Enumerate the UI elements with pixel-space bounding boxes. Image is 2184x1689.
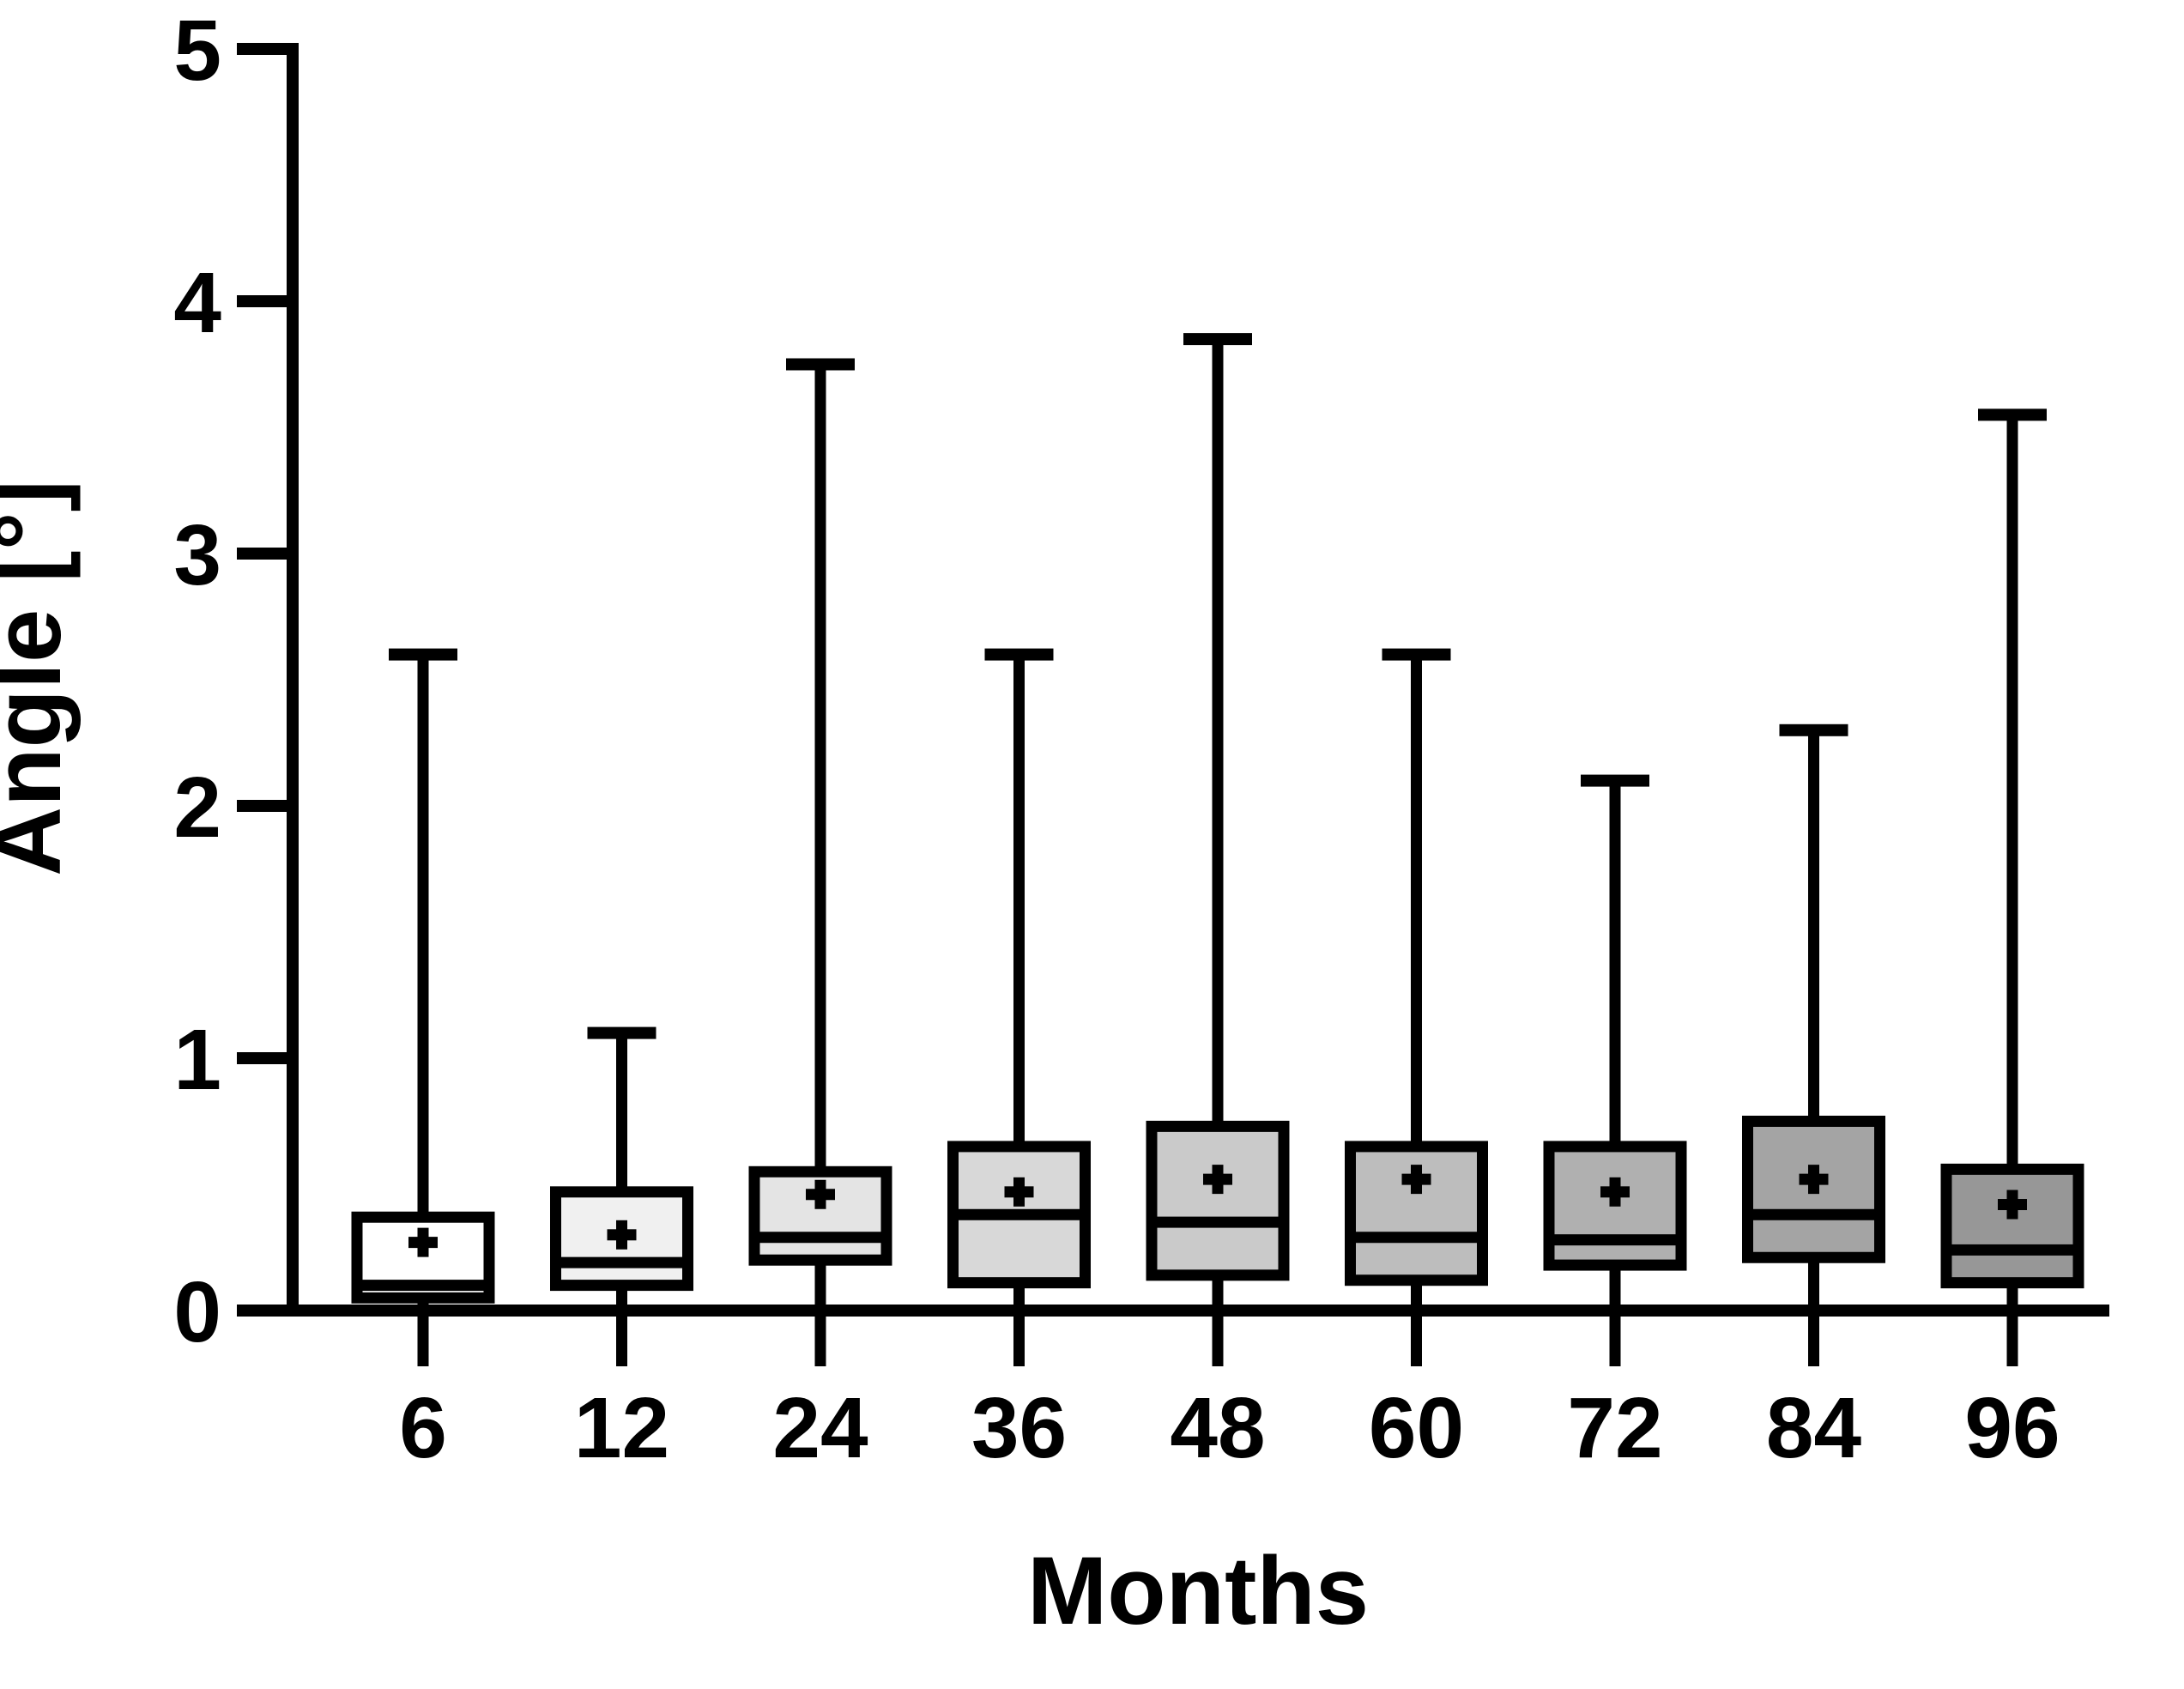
upper-whisker bbox=[1609, 780, 1621, 1147]
upper-whisker bbox=[814, 364, 826, 1172]
x-tick bbox=[1411, 1317, 1422, 1366]
upper-whisker-cap bbox=[1183, 333, 1252, 346]
y-tick bbox=[237, 800, 287, 812]
x-tick-label: 84 bbox=[1766, 1380, 1862, 1476]
lower-whisker bbox=[1609, 1265, 1621, 1311]
upper-whisker-cap bbox=[389, 648, 457, 661]
mean-plus-marker bbox=[616, 1220, 627, 1250]
mean-plus-marker bbox=[1411, 1165, 1422, 1195]
upper-whisker-cap bbox=[786, 358, 855, 371]
x-tick-label: 24 bbox=[772, 1380, 868, 1476]
median-line bbox=[1549, 1234, 1681, 1246]
median-line bbox=[1747, 1208, 1880, 1220]
y-tick bbox=[237, 295, 287, 307]
x-tick-label: 36 bbox=[971, 1380, 1067, 1476]
upper-whisker bbox=[1411, 654, 1422, 1147]
x-tick-label: 48 bbox=[1170, 1380, 1265, 1476]
median-line bbox=[1152, 1216, 1284, 1228]
upper-whisker-cap bbox=[1581, 774, 1649, 787]
lower-whisker bbox=[814, 1260, 826, 1311]
mean-plus-marker bbox=[1013, 1177, 1025, 1207]
y-tick bbox=[237, 548, 287, 560]
mean-plus-marker bbox=[417, 1227, 429, 1257]
upper-whisker-cap bbox=[1978, 409, 2047, 421]
lower-whisker bbox=[2006, 1282, 2018, 1311]
median-line bbox=[1350, 1232, 1483, 1244]
box-group-72: 72 bbox=[1543, 774, 1687, 1476]
x-tick bbox=[1013, 1317, 1025, 1366]
x-tick bbox=[814, 1317, 826, 1366]
upper-whisker-cap bbox=[1382, 648, 1451, 661]
upper-whisker-cap bbox=[587, 1026, 656, 1039]
y-tick-label: 5 bbox=[173, 3, 221, 99]
upper-whisker bbox=[1212, 339, 1224, 1127]
y-tick-label: 1 bbox=[173, 1012, 221, 1108]
x-tick bbox=[1212, 1317, 1224, 1366]
lower-whisker bbox=[1212, 1274, 1224, 1311]
median-line bbox=[357, 1280, 489, 1292]
y-axis-title: Angle [°] bbox=[0, 480, 81, 876]
y-tick-label: 2 bbox=[173, 760, 221, 856]
x-tick bbox=[417, 1317, 429, 1366]
x-tick bbox=[616, 1317, 627, 1366]
upper-whisker bbox=[2006, 415, 2018, 1170]
y-tick-label: 4 bbox=[173, 255, 221, 351]
median-line bbox=[754, 1232, 886, 1244]
y-tick-label: 3 bbox=[173, 507, 221, 603]
iqr-box bbox=[1146, 1120, 1290, 1281]
x-tick-label: 12 bbox=[574, 1380, 669, 1476]
median-line bbox=[555, 1256, 688, 1268]
x-tick bbox=[1808, 1317, 1819, 1366]
y-tick bbox=[237, 43, 287, 55]
upper-whisker bbox=[1808, 729, 1819, 1122]
y-tick bbox=[237, 1052, 287, 1064]
box-group-6: 6 bbox=[351, 648, 495, 1476]
x-axis-title: Months bbox=[1027, 1537, 1369, 1644]
median-line bbox=[1946, 1244, 2078, 1256]
box-group-24: 24 bbox=[748, 358, 892, 1476]
mean-plus-marker bbox=[2006, 1190, 2018, 1220]
box-group-60: 60 bbox=[1345, 648, 1488, 1476]
y-axis-line bbox=[287, 43, 299, 1317]
box-group-84: 84 bbox=[1742, 723, 1885, 1476]
upper-whisker bbox=[1013, 654, 1025, 1147]
x-axis-line bbox=[237, 1305, 2109, 1317]
lower-whisker bbox=[1411, 1280, 1422, 1311]
y-tick-label: 0 bbox=[173, 1264, 221, 1360]
mean-plus-marker bbox=[1808, 1165, 1819, 1195]
box-group-36: 36 bbox=[947, 648, 1091, 1476]
box-group-12: 12 bbox=[550, 1026, 693, 1476]
lower-whisker bbox=[1013, 1282, 1025, 1311]
upper-whisker bbox=[616, 1032, 627, 1192]
box-group-96: 96 bbox=[1940, 409, 2084, 1476]
x-tick bbox=[2006, 1317, 2018, 1366]
upper-whisker-cap bbox=[1779, 723, 1848, 736]
lower-whisker bbox=[616, 1285, 627, 1311]
mean-plus-marker bbox=[814, 1179, 826, 1209]
x-tick-label: 72 bbox=[1567, 1380, 1662, 1476]
mean-plus-marker bbox=[1212, 1165, 1224, 1195]
median-line bbox=[953, 1208, 1086, 1220]
upper-whisker bbox=[417, 654, 429, 1218]
upper-whisker-cap bbox=[984, 648, 1054, 661]
lower-whisker bbox=[1808, 1257, 1819, 1311]
iqr-box bbox=[1940, 1163, 2084, 1289]
box-group-48: 48 bbox=[1146, 333, 1290, 1476]
mean-plus-marker bbox=[1609, 1177, 1621, 1207]
x-tick-label: 60 bbox=[1369, 1380, 1464, 1476]
x-tick-label: 96 bbox=[1964, 1380, 2060, 1476]
x-tick-label: 6 bbox=[399, 1380, 447, 1476]
x-tick bbox=[1609, 1317, 1621, 1366]
